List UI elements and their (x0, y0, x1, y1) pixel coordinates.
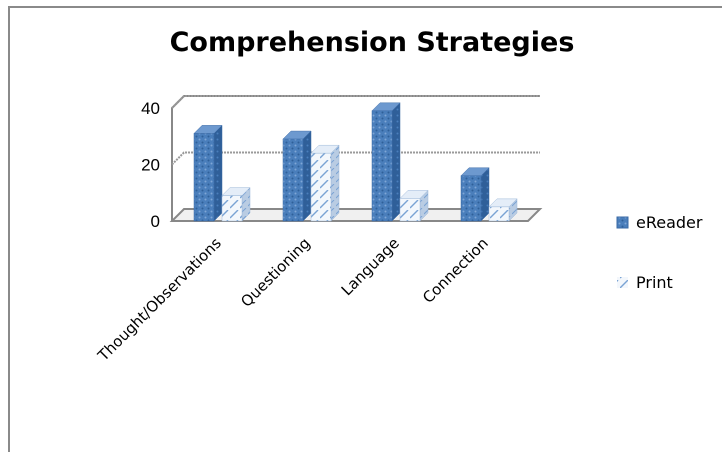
chart-title: Comprehension Strategies (169, 27, 575, 58)
gridline (171, 151, 540, 166)
bar-side (213, 124, 223, 222)
legend-label-ereader: eReader (636, 213, 703, 232)
legend-swatch-print (617, 277, 628, 288)
y-tick-label: 0 (151, 212, 160, 231)
bar-front (282, 138, 304, 222)
x-category-label: Connection (419, 234, 492, 307)
bar-ereader-2 (371, 102, 401, 222)
bar-ereader-1 (282, 130, 312, 222)
bar-side (391, 102, 401, 222)
bar-front (193, 133, 215, 222)
bar-front (399, 198, 421, 222)
legend-swatch-ereader (616, 216, 629, 229)
bar-front (460, 175, 482, 222)
bar-ereader-0 (193, 124, 223, 222)
legend-label-print: Print (636, 273, 673, 292)
bar-print-1 (310, 144, 340, 222)
bar-print-3 (488, 198, 518, 222)
gridlines (171, 95, 540, 166)
bar-side (302, 130, 312, 222)
bar-front (221, 195, 243, 222)
x-category-label: Language (338, 234, 403, 299)
chart-frame (8, 6, 722, 452)
x-axis-categories: Thought/Observations Questioning Language C… (94, 234, 492, 365)
bar-side (330, 144, 340, 222)
x-category-label: Thought/Observations (94, 234, 225, 365)
y-axis-ticks: 0 20 40 (141, 99, 160, 231)
bar-ereader-3 (460, 167, 490, 222)
bars (193, 102, 518, 222)
y-tick-label: 40 (141, 99, 160, 118)
y-tick-label: 20 (141, 156, 160, 175)
legend: eReader Print (616, 213, 703, 292)
bar-front (310, 152, 332, 222)
bar-side (480, 167, 490, 222)
x-category-label: Questioning (237, 234, 314, 311)
bar-print-2 (399, 189, 429, 222)
bar-front (371, 110, 393, 222)
bar-front (488, 206, 510, 222)
bar-print-0 (221, 186, 251, 222)
gridline (171, 95, 540, 109)
